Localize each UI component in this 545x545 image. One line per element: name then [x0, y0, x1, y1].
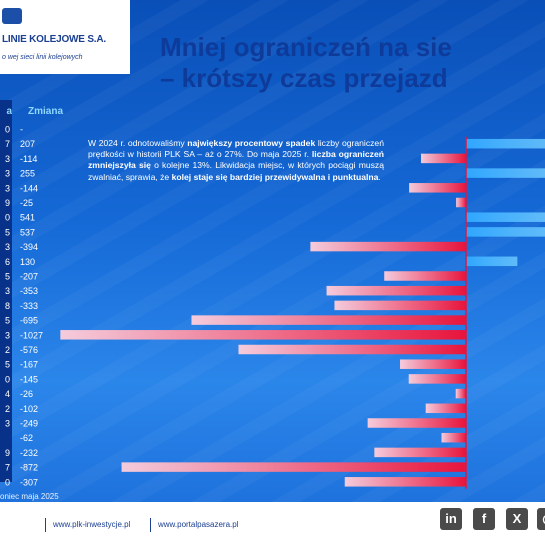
- row-label: 5: [5, 227, 10, 237]
- bar: [466, 138, 545, 149]
- footer-link-investments[interactable]: www.plk-inwestycje.pl: [53, 520, 131, 529]
- bar: [408, 374, 466, 384]
- value-label: -695: [20, 316, 38, 326]
- bar: [191, 315, 466, 325]
- facebook-icon[interactable]: f: [473, 508, 495, 530]
- bar: [121, 462, 466, 472]
- bar: [466, 212, 545, 222]
- bar: [367, 418, 466, 428]
- value-label: -249: [20, 419, 38, 429]
- column-header-name: a: [6, 106, 12, 117]
- description-bold-3: kolej staje się bardziej przewidywalna i…: [171, 171, 379, 182]
- row-label: 4: [5, 389, 10, 399]
- footer-link-portal[interactable]: www.portalpasazera.pl: [158, 520, 239, 529]
- value-label: 537: [20, 227, 35, 237]
- bar: [310, 241, 466, 252]
- bar: [456, 197, 466, 208]
- table-name-column: [0, 100, 12, 482]
- row-label: 3: [5, 169, 10, 179]
- value-label: -1027: [20, 330, 43, 340]
- value-label: 207: [20, 139, 35, 149]
- bar: [409, 183, 466, 193]
- row-label: 6: [5, 257, 10, 267]
- bar: [238, 344, 466, 355]
- row-label: 3: [5, 330, 10, 340]
- linkedin-icon[interactable]: in: [440, 508, 462, 530]
- value-label: -576: [20, 345, 38, 355]
- row-label: 0: [5, 125, 10, 135]
- x-icon[interactable]: X: [506, 508, 528, 530]
- row-label: 5: [5, 272, 10, 282]
- footer-separator: [150, 518, 151, 532]
- row-label: 7: [5, 463, 10, 473]
- bar: [466, 256, 518, 267]
- row-label: 0: [5, 374, 10, 384]
- bar: [384, 271, 466, 281]
- bar: [466, 227, 545, 237]
- instagram-icon[interactable]: ◎: [537, 508, 545, 530]
- row-label: 7: [5, 139, 10, 149]
- value-label: 130: [20, 257, 35, 267]
- title-line-1: Mniej ograniczeń na sie: [160, 32, 452, 62]
- row-label: 3: [5, 183, 10, 193]
- bar: [374, 447, 466, 458]
- bar: [400, 359, 466, 369]
- value-label: 255: [20, 169, 35, 179]
- logo-icon: [2, 8, 22, 24]
- row-label: 8: [5, 301, 10, 311]
- bar: [60, 330, 467, 340]
- value-label: -353: [20, 286, 38, 296]
- description-bold-2: liczba ograniczeń zmniejszyła się: [88, 149, 384, 171]
- value-label: -26: [20, 389, 33, 399]
- row-label: 5: [5, 316, 10, 326]
- value-label: -25: [20, 198, 33, 208]
- bar: [455, 388, 466, 399]
- page-title: Mniej ograniczeń na sie – krótszy czas p…: [160, 32, 545, 94]
- value-label: -114: [20, 154, 37, 164]
- value-label: -307: [20, 477, 38, 487]
- value-label: -333: [20, 301, 38, 311]
- footer-separator: [45, 518, 46, 532]
- value-label: -232: [20, 448, 38, 458]
- row-label: 0: [5, 477, 10, 487]
- value-label: -872: [20, 463, 38, 473]
- row-label: 3: [5, 419, 10, 429]
- value-label: -102: [20, 404, 38, 414]
- logo-tagline: o wej sieci linii kolejowych: [2, 54, 83, 61]
- value-label: -145: [20, 374, 38, 384]
- description-bold-1: największy procentowy spadek: [187, 138, 316, 148]
- value-label: -167: [20, 360, 38, 370]
- row-label: 5: [5, 360, 10, 370]
- footnote: oniec maja 2025: [0, 492, 59, 501]
- row-label: 2: [5, 404, 10, 414]
- bar: [425, 403, 466, 414]
- row-label: 9: [5, 448, 10, 458]
- footer-bar: www.plk-inwestycje.pl www.portalpasazera…: [0, 502, 545, 545]
- column-header-change: Zmiana: [28, 106, 64, 117]
- bar: [441, 432, 466, 443]
- value-label: -62: [20, 433, 33, 443]
- row-label: 2: [5, 345, 10, 355]
- row-label: 9: [5, 198, 10, 208]
- value-label: -144: [20, 183, 38, 193]
- row-label: 0: [5, 213, 10, 223]
- description-text: W 2024 r. odnotowaliśmy największy proce…: [88, 138, 384, 182]
- bar: [326, 285, 466, 296]
- row-label: 3: [5, 242, 10, 252]
- logo-name: LINIE KOLEJOWE S.A.: [2, 34, 106, 45]
- bar: [466, 168, 545, 178]
- bar: [344, 477, 466, 487]
- value-label: 541: [20, 213, 35, 223]
- row-label: 3: [5, 286, 10, 296]
- value-label: -207: [20, 272, 38, 282]
- row-label: 3: [5, 154, 10, 164]
- value-label: -394: [20, 242, 38, 252]
- value-label: -: [20, 125, 23, 135]
- logo-box: LINIE KOLEJOWE S.A. o wej sieci linii ko…: [0, 0, 130, 74]
- bar: [334, 300, 466, 311]
- bar: [420, 153, 466, 164]
- title-line-2: – krótszy czas przejazd: [160, 63, 448, 93]
